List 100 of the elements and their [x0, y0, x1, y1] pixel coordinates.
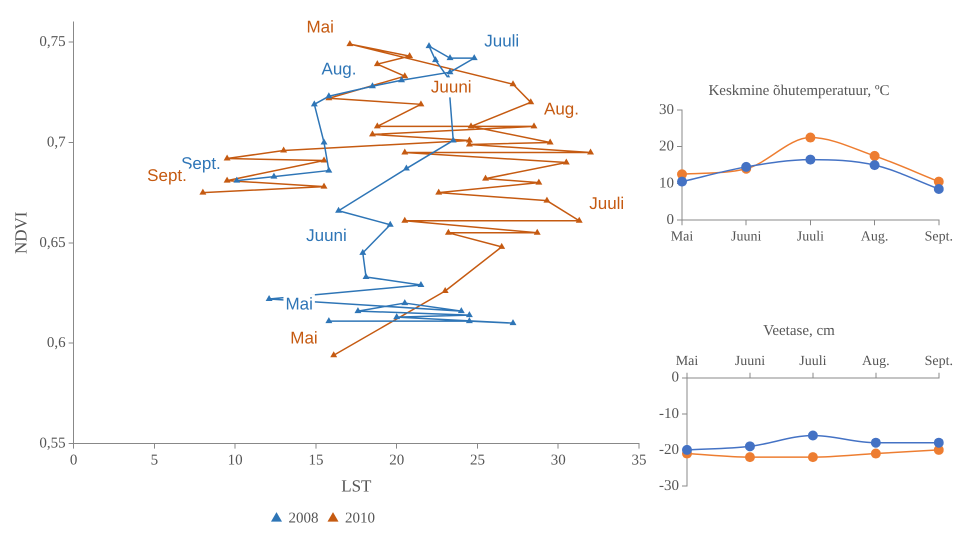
point — [805, 132, 816, 143]
point — [466, 311, 473, 318]
point — [233, 176, 240, 183]
point — [446, 68, 454, 74]
point — [808, 430, 818, 441]
point — [310, 100, 318, 106]
x-tick-label: Juuli — [796, 229, 824, 244]
point — [325, 166, 332, 173]
point — [562, 158, 570, 165]
point — [374, 60, 381, 66]
point — [870, 438, 881, 448]
y-axis-title: NDVI — [12, 211, 31, 254]
point — [446, 54, 454, 60]
x-tick-label: 35 — [632, 452, 646, 469]
x-tick-label: Sept. — [924, 354, 953, 370]
x-tick-label: 30 — [550, 452, 566, 469]
x-tick-label: 5 — [150, 452, 158, 469]
data-label: Juuli — [484, 31, 520, 50]
point — [546, 138, 554, 144]
x-tick-label: Mai — [670, 229, 694, 244]
point — [354, 307, 362, 314]
point — [417, 100, 424, 106]
point — [530, 122, 538, 128]
point — [870, 150, 880, 161]
y-tick-label: 30 — [659, 102, 674, 118]
point — [362, 272, 370, 279]
x-tick-label: Juuni — [731, 229, 762, 244]
point — [266, 295, 273, 302]
point — [374, 122, 381, 128]
x-tick-label: 10 — [228, 452, 243, 469]
x-tick-label: Aug. — [860, 229, 888, 244]
x-tick-label: Aug. — [862, 354, 890, 370]
point — [280, 146, 288, 152]
point — [527, 98, 534, 104]
point — [369, 130, 376, 136]
point — [369, 82, 376, 88]
point — [346, 40, 354, 46]
legend-label: 2010 — [345, 510, 375, 526]
point — [393, 313, 400, 320]
x-tick-label: Mai — [676, 354, 698, 370]
y-tick-label: 0 — [671, 370, 679, 386]
x-tick-label: 15 — [308, 452, 324, 469]
point — [470, 54, 478, 60]
point — [543, 196, 550, 203]
point — [270, 172, 278, 179]
data-label: Mai — [290, 328, 318, 348]
point — [510, 80, 516, 86]
point — [432, 56, 439, 62]
point — [682, 444, 692, 455]
point — [402, 164, 410, 171]
point — [320, 182, 328, 189]
point — [587, 148, 594, 154]
point — [224, 176, 231, 183]
point — [401, 216, 408, 223]
x-tick-label: 20 — [389, 452, 404, 469]
point — [744, 441, 755, 452]
data-label: Aug. — [321, 59, 356, 78]
y-tick-label: -10 — [658, 406, 679, 422]
y-tick-label: 0,65 — [39, 234, 66, 251]
point — [401, 299, 408, 306]
point — [398, 76, 406, 82]
data-label: Aug. — [544, 100, 579, 119]
point — [808, 452, 818, 462]
chart-title: Keskmine õhutemperatuur, ºC — [708, 82, 890, 99]
point — [466, 136, 473, 142]
y-tick-label: 0 — [666, 212, 674, 228]
point — [744, 452, 755, 462]
point — [442, 287, 449, 294]
y-tick-label: -20 — [658, 442, 679, 458]
point — [468, 122, 474, 128]
y-tick-label: 10 — [659, 175, 674, 192]
point — [805, 154, 816, 165]
point — [435, 188, 442, 195]
x-tick-label: Juuni — [734, 354, 766, 370]
point — [535, 178, 542, 185]
point — [498, 242, 506, 249]
y-tick-label: 0,55 — [39, 436, 66, 452]
point — [576, 216, 583, 223]
point — [534, 228, 541, 235]
x-tick-label: Sept. — [924, 229, 953, 244]
point — [934, 438, 944, 448]
x-axis-title: LST — [341, 476, 372, 496]
point — [677, 176, 687, 187]
point — [401, 148, 408, 154]
point — [870, 448, 881, 459]
point — [325, 317, 332, 324]
point — [199, 188, 206, 195]
y-tick-label: -30 — [658, 478, 679, 494]
point — [510, 319, 516, 326]
point — [934, 184, 944, 194]
point — [359, 248, 366, 255]
point — [417, 281, 424, 287]
point — [870, 160, 880, 170]
point — [330, 351, 338, 358]
y-tick-label: 0,7 — [46, 134, 66, 150]
point — [335, 206, 342, 213]
point — [426, 42, 432, 48]
point — [450, 136, 457, 142]
y-tick-label: 20 — [659, 138, 674, 155]
data-label: Juuli — [589, 194, 624, 213]
